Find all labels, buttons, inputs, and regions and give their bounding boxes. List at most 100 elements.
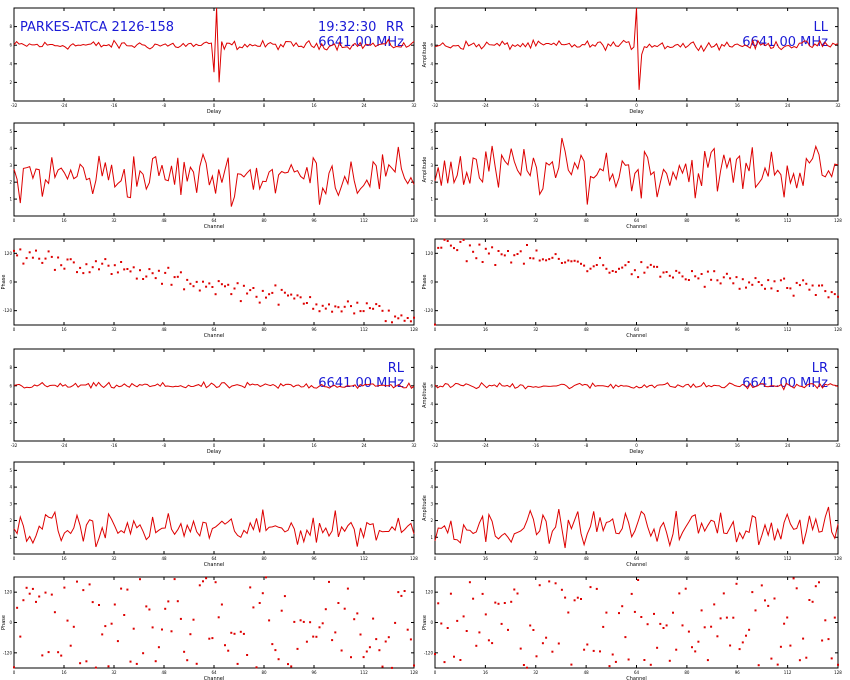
y-tick-label: 6 <box>430 43 433 48</box>
x-tick-label: 32 <box>533 556 539 561</box>
phase-point <box>101 262 104 265</box>
x-tick-label: -32 <box>11 103 18 108</box>
phase-point <box>305 302 308 304</box>
phase-point <box>258 602 261 604</box>
phase-point <box>548 580 551 583</box>
phase-point <box>729 277 732 280</box>
phase-point <box>773 597 776 600</box>
phase-point <box>47 651 50 654</box>
x-axis-label: Delay <box>629 109 643 115</box>
phase-point <box>792 294 795 297</box>
plot-frame <box>13 348 415 442</box>
phase-point <box>446 627 449 629</box>
phase-point <box>659 275 662 278</box>
phase-point <box>293 297 296 300</box>
phase-point <box>751 591 754 594</box>
x-tick-label: 64 <box>211 218 217 223</box>
phase-point <box>668 659 671 662</box>
phase-point <box>79 266 82 269</box>
phase-point <box>589 267 592 270</box>
y-tick-label: 2 <box>9 420 12 425</box>
phase-point <box>403 319 406 322</box>
phase-point <box>331 639 334 642</box>
x-tick-label: 16 <box>735 443 741 448</box>
y-tick-label: 8 <box>9 365 12 370</box>
phase-point <box>519 250 522 253</box>
phase-point <box>627 261 630 263</box>
phase-point <box>608 665 611 668</box>
phase-point <box>484 247 487 250</box>
phase-point <box>302 302 305 305</box>
x-axis-label: Channel <box>626 224 647 230</box>
phase-point <box>519 647 522 650</box>
phase-point <box>779 645 782 648</box>
phase-point <box>798 659 801 662</box>
x-tick-label: 16 <box>61 670 67 675</box>
x-tick-label: 24 <box>785 103 791 108</box>
plot-frame <box>13 122 415 217</box>
phase-point <box>776 290 779 292</box>
phase-point <box>261 289 264 292</box>
phase-point <box>116 640 119 643</box>
phase-point <box>767 604 770 607</box>
phase-point <box>198 584 201 587</box>
x-tick-label: 128 <box>410 670 418 675</box>
phase-point <box>283 595 286 598</box>
plot-frame <box>434 238 839 326</box>
phase-point <box>824 290 827 293</box>
phase-point <box>25 586 28 589</box>
y-tick-label: 2 <box>430 80 433 85</box>
phase-point <box>640 261 643 264</box>
phase-point <box>557 257 560 260</box>
phase-point <box>287 294 289 297</box>
phase-point <box>529 257 532 260</box>
phase-point <box>824 619 827 622</box>
x-tick-label: 64 <box>634 556 640 561</box>
phase-point <box>365 650 368 653</box>
x-tick-label: 0 <box>434 218 437 223</box>
phase-point <box>397 591 400 594</box>
phase-point <box>337 306 340 309</box>
x-tick-label: 32 <box>111 327 117 332</box>
phase-point <box>41 261 44 264</box>
y-tick-label: 6 <box>9 383 12 388</box>
phase-point <box>31 587 34 590</box>
phase-point <box>837 663 839 666</box>
phase-point <box>35 600 37 603</box>
phase-point <box>381 665 384 668</box>
y-tick-label: 5 <box>430 129 433 134</box>
phase-point <box>716 279 719 282</box>
x-tick-label: 32 <box>835 103 841 108</box>
phase-point <box>706 659 709 662</box>
phase-point <box>381 309 384 312</box>
phase-point <box>154 277 157 280</box>
x-tick-label: 0 <box>635 443 638 448</box>
phase-point <box>449 592 452 595</box>
data-trace <box>13 146 415 207</box>
phase-point <box>378 305 381 307</box>
phase-point <box>53 611 56 614</box>
phase-point <box>599 650 601 653</box>
phase-point <box>802 637 805 640</box>
phase-point <box>343 305 346 308</box>
data-trace <box>13 7 415 83</box>
phase-point <box>491 642 494 645</box>
phase-point <box>145 275 148 278</box>
phase-point <box>359 310 362 313</box>
panel-lr-amp: 0 16 32 48 64 80 96 112 128 1 2 3 4 5 Channel Amplitude <box>422 461 842 568</box>
phase-point <box>179 617 182 620</box>
x-tick-label: 16 <box>61 327 67 332</box>
y-tick-label: 8 <box>430 24 433 29</box>
phase-point <box>107 264 110 267</box>
phase-point <box>16 254 19 257</box>
y-tick-label: 0 <box>9 620 12 625</box>
phase-point <box>583 264 586 267</box>
x-tick-label: 0 <box>635 103 638 108</box>
phase-point <box>387 309 390 312</box>
y-axis-label: Amplitude <box>422 382 428 408</box>
y-tick-label: 5 <box>430 468 433 473</box>
phase-point <box>440 246 443 249</box>
phase-point <box>484 613 487 616</box>
x-tick-label: 0 <box>13 670 16 675</box>
phase-point <box>722 592 725 595</box>
